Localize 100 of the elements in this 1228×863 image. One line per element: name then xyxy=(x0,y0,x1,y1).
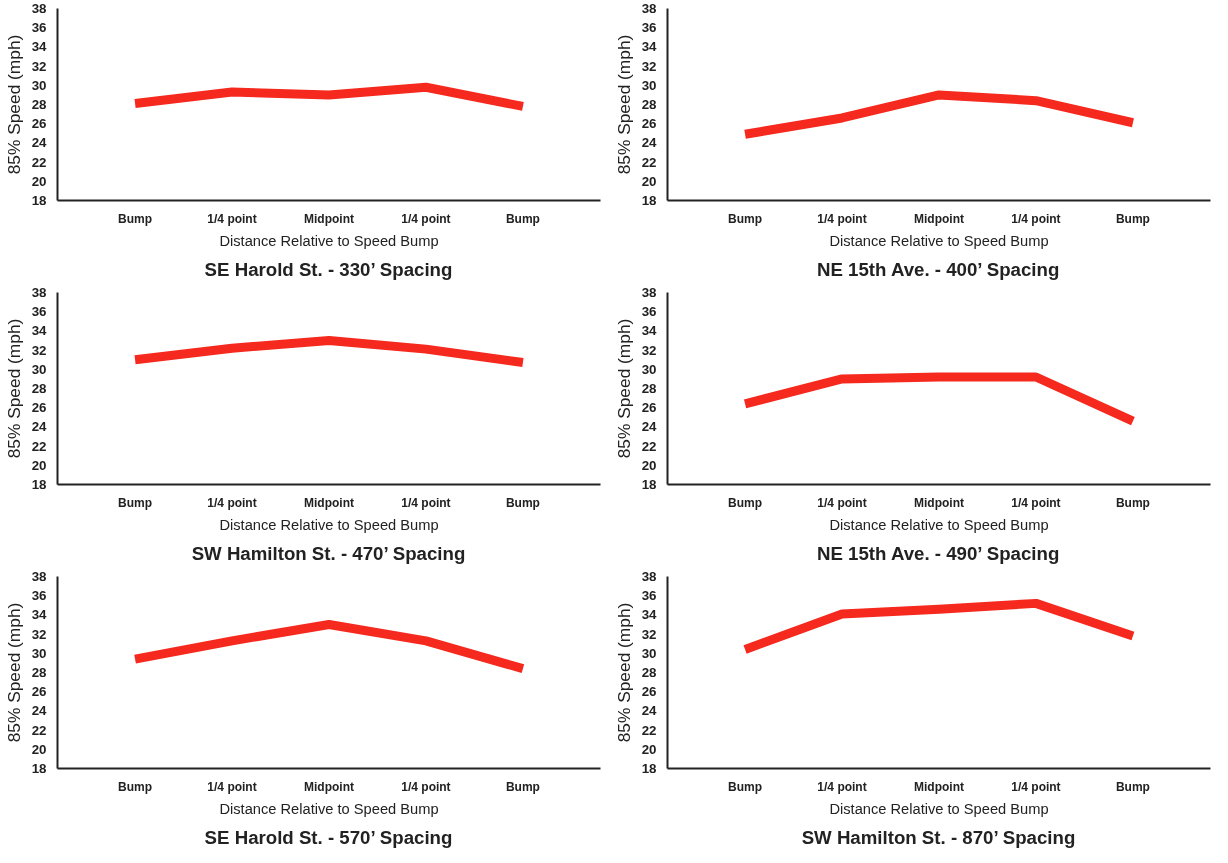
x-tick-label: 1/4 point xyxy=(207,779,257,794)
y-axis-title: 85% Speed (mph) xyxy=(3,602,24,743)
x-tick-label: Midpoint xyxy=(304,779,354,794)
y-tick-label: 24 xyxy=(641,135,658,151)
y-tick-label: 36 xyxy=(31,588,47,604)
y-tick-label: 26 xyxy=(31,684,47,700)
y-tick-label: 28 xyxy=(31,97,47,112)
x-tick-label: Bump xyxy=(505,495,540,510)
x-tick-label: Bump xyxy=(118,779,153,794)
y-tick-label: 20 xyxy=(31,457,47,473)
y-tick-label: 22 xyxy=(641,154,657,170)
y-axis-title: 85% Speed (mph) xyxy=(3,34,24,175)
y-axis-title: 85% Speed (mph) xyxy=(613,34,634,175)
y-tick-label: 26 xyxy=(641,684,657,700)
text: SE Harold St. - 570’ Spacing xyxy=(204,826,453,848)
y-tick-label: 20 xyxy=(641,173,657,189)
y-tick-label: 28 xyxy=(641,665,657,680)
x-tick-label: Bump xyxy=(118,211,153,226)
y-tick-label: 20 xyxy=(31,173,47,189)
x-tick-label: Bump xyxy=(1115,495,1150,510)
y-tick-label: 24 xyxy=(641,703,658,719)
y-tick-label: 32 xyxy=(641,342,657,358)
x-tick-label: 1/4 point xyxy=(817,779,867,794)
y-tick-label: 34 xyxy=(641,39,658,55)
y-tick-label: 28 xyxy=(31,665,47,680)
y-tick-label: 30 xyxy=(31,645,47,661)
y-tick-label: 30 xyxy=(641,361,657,377)
y-tick-label: 26 xyxy=(31,116,47,132)
y-tick-label: 18 xyxy=(641,477,657,492)
y-tick-label: 28 xyxy=(641,97,657,112)
y-tick-label: 38 xyxy=(31,569,47,584)
x-axis-title: Distance Relative to Speed Bump xyxy=(829,232,1049,249)
x-tick-label: Bump xyxy=(505,779,540,794)
y-tick-label: 18 xyxy=(31,761,47,776)
x-tick-label: Midpoint xyxy=(914,211,964,226)
x-axis-title: Distance Relative to Speed Bump xyxy=(219,232,439,249)
x-tick-label: 1/4 point xyxy=(207,211,257,226)
y-tick-label: 22 xyxy=(641,438,657,454)
y-tick-label: 36 xyxy=(641,20,657,36)
x-tick-label: 1/4 point xyxy=(817,495,867,510)
x-tick-label: Bump xyxy=(1115,211,1150,226)
y-tick-label: 36 xyxy=(641,304,657,320)
y-tick-label: 28 xyxy=(641,381,657,396)
text: NE 15th Ave. - 400’ Spacing xyxy=(817,258,1060,280)
y-tick-label: 34 xyxy=(31,607,48,623)
x-tick-label: Bump xyxy=(728,495,763,510)
y-tick-label: 28 xyxy=(31,381,47,396)
y-tick-label: 26 xyxy=(31,400,47,416)
y-tick-label: 38 xyxy=(31,1,47,16)
x-tick-label: 1/4 point xyxy=(1011,211,1061,226)
y-tick-label: 30 xyxy=(31,361,47,377)
x-tick-label: Midpoint xyxy=(914,779,964,794)
y-tick-label: 30 xyxy=(641,645,657,661)
x-tick-label: 1/4 point xyxy=(207,495,257,510)
x-axis-title: Distance Relative to Speed Bump xyxy=(219,800,439,817)
y-tick-label: 24 xyxy=(31,419,48,435)
x-tick-label: Bump xyxy=(728,779,763,794)
y-axis-title: 85% Speed (mph) xyxy=(3,318,24,459)
y-tick-label: 34 xyxy=(641,607,658,623)
x-axis-title: Distance Relative to Speed Bump xyxy=(829,516,1049,533)
y-tick-label: 30 xyxy=(641,77,657,93)
y-tick-label: 24 xyxy=(31,703,48,719)
x-tick-label: Bump xyxy=(505,211,540,226)
text: SW Hamilton St. - 870’ Spacing xyxy=(801,826,1076,848)
x-tick-label: 1/4 point xyxy=(1011,495,1061,510)
y-tick-label: 36 xyxy=(641,588,657,604)
x-tick-label: 1/4 point xyxy=(401,495,451,510)
x-tick-label: Midpoint xyxy=(304,495,354,510)
x-tick-label: Bump xyxy=(118,495,153,510)
y-tick-label: 26 xyxy=(641,116,657,132)
y-tick-label: 18 xyxy=(31,193,47,208)
x-tick-label: 1/4 point xyxy=(817,211,867,226)
y-tick-label: 38 xyxy=(31,285,47,300)
y-tick-label: 36 xyxy=(31,20,47,36)
y-tick-label: 22 xyxy=(31,154,47,170)
y-tick-label: 20 xyxy=(641,741,657,757)
y-tick-label: 32 xyxy=(31,626,47,642)
y-tick-label: 34 xyxy=(31,323,48,339)
y-tick-label: 38 xyxy=(641,285,657,300)
y-tick-label: 18 xyxy=(31,477,47,492)
x-tick-label: 1/4 point xyxy=(1011,779,1061,794)
y-tick-label: 22 xyxy=(641,722,657,738)
y-tick-label: 22 xyxy=(31,722,47,738)
y-tick-label: 24 xyxy=(31,135,48,151)
y-tick-label: 32 xyxy=(641,58,657,74)
text: SE Harold St. - 330’ Spacing xyxy=(204,258,453,280)
y-axis-title: 85% Speed (mph) xyxy=(613,602,634,743)
x-tick-label: Midpoint xyxy=(304,211,354,226)
y-tick-label: 34 xyxy=(641,323,658,339)
x-tick-label: Bump xyxy=(1115,779,1150,794)
y-tick-label: 20 xyxy=(31,741,47,757)
x-tick-label: 1/4 point xyxy=(401,779,451,794)
x-tick-label: Bump xyxy=(728,211,763,226)
y-tick-label: 32 xyxy=(641,626,657,642)
x-axis-title: Distance Relative to Speed Bump xyxy=(219,516,439,533)
text: NE 15th Ave. - 490’ Spacing xyxy=(817,542,1060,564)
y-axis-title: 85% Speed (mph) xyxy=(613,318,634,459)
y-tick-label: 38 xyxy=(641,1,657,16)
x-tick-label: Midpoint xyxy=(914,495,964,510)
y-tick-label: 20 xyxy=(641,457,657,473)
